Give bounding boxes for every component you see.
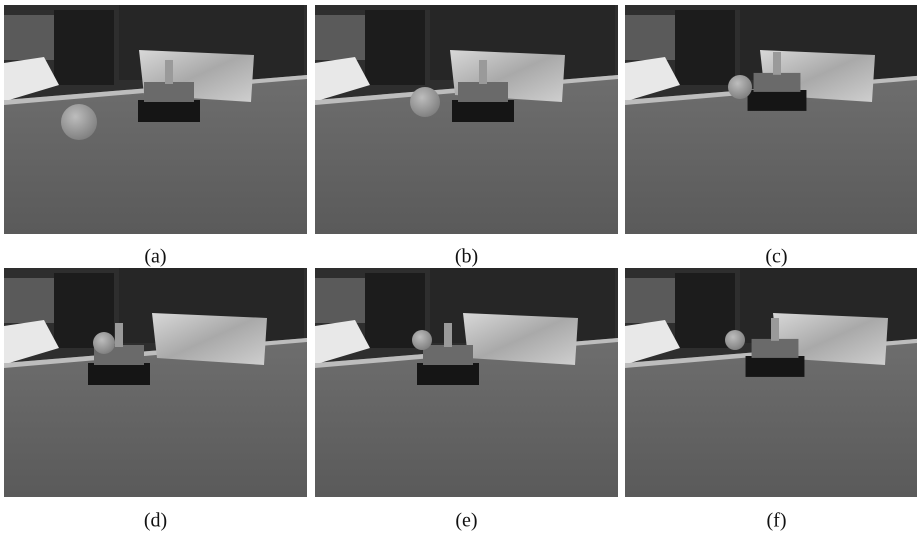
- robot-base: [452, 100, 514, 122]
- scene: [4, 5, 307, 234]
- photo: [625, 5, 917, 234]
- ball: [412, 330, 432, 350]
- shelf: [625, 15, 680, 60]
- robot-top: [752, 339, 799, 358]
- robot-mast: [165, 60, 173, 84]
- jacket: [675, 10, 735, 85]
- caption: (a): [144, 246, 166, 268]
- caption: (e): [455, 510, 477, 532]
- robot-base: [88, 363, 150, 385]
- caption: (d): [144, 510, 167, 532]
- photo: [315, 268, 618, 497]
- shelf: [4, 15, 59, 60]
- caption: (c): [765, 246, 787, 268]
- robot-mast: [444, 323, 452, 347]
- robot-top: [423, 345, 473, 365]
- photo: [4, 268, 307, 497]
- shelf: [625, 278, 680, 323]
- robot-top: [754, 73, 801, 92]
- robot-mast: [479, 60, 487, 84]
- photo: [4, 5, 307, 234]
- jacket: [54, 10, 114, 85]
- scene: [315, 268, 618, 497]
- robot-mast: [771, 318, 779, 341]
- figure: (a) (b) (c) (d) (e) (f): [0, 0, 917, 536]
- shelf: [315, 278, 370, 323]
- robot-mast: [773, 52, 781, 75]
- robot-top: [458, 82, 508, 102]
- ball: [725, 330, 745, 350]
- photo: [315, 5, 618, 234]
- shelf: [4, 278, 59, 323]
- caption: (f): [767, 510, 787, 532]
- scene: [4, 268, 307, 497]
- ball: [410, 87, 440, 117]
- photo: [625, 268, 917, 497]
- ball: [728, 75, 752, 99]
- robot-top: [144, 82, 194, 102]
- robot-base: [746, 356, 805, 377]
- scene: [625, 268, 917, 497]
- caption: (b): [455, 246, 478, 268]
- foil-panel: [152, 313, 267, 365]
- foil-panel: [463, 313, 578, 365]
- scene: [625, 5, 917, 234]
- shelf: [315, 15, 370, 60]
- robot-base: [417, 363, 479, 385]
- robot-base: [138, 100, 200, 122]
- robot-base: [748, 90, 807, 111]
- jacket: [365, 10, 425, 85]
- robot-mast: [115, 323, 123, 347]
- ball: [61, 104, 97, 140]
- scene: [315, 5, 618, 234]
- ball: [93, 332, 115, 354]
